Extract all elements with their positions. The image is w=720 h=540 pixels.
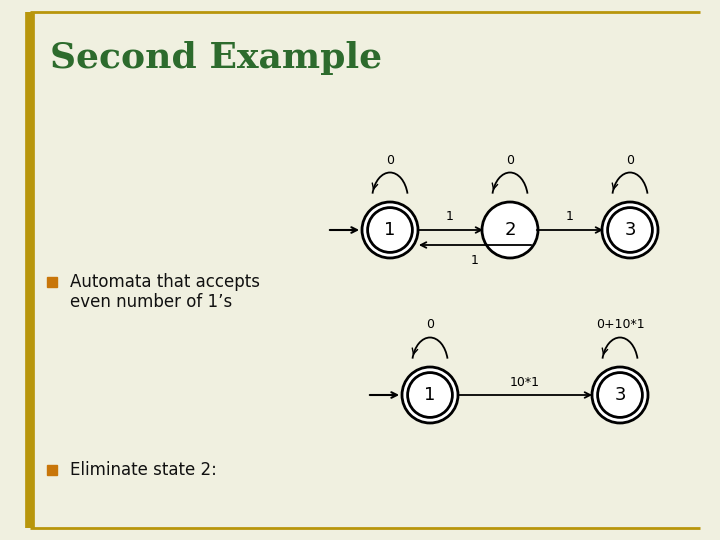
Text: 1: 1 xyxy=(471,253,479,267)
Text: 1: 1 xyxy=(446,211,454,224)
Text: 10*1: 10*1 xyxy=(510,375,540,388)
Text: 0: 0 xyxy=(506,153,514,166)
Text: 0: 0 xyxy=(626,153,634,166)
Text: 1: 1 xyxy=(384,221,396,239)
Text: 2: 2 xyxy=(504,221,516,239)
Circle shape xyxy=(602,202,658,258)
Text: Automata that accepts: Automata that accepts xyxy=(70,273,260,291)
Text: even number of 1’s: even number of 1’s xyxy=(70,293,233,311)
Circle shape xyxy=(482,202,538,258)
Text: 1: 1 xyxy=(424,386,436,404)
Text: 0: 0 xyxy=(426,319,434,332)
Text: 3: 3 xyxy=(614,386,626,404)
Text: 0+10*1: 0+10*1 xyxy=(595,319,644,332)
Text: Eliminate state 2:: Eliminate state 2: xyxy=(70,461,217,479)
Text: Second Example: Second Example xyxy=(50,41,382,75)
Text: 3: 3 xyxy=(624,221,636,239)
Text: 0: 0 xyxy=(386,153,394,166)
Circle shape xyxy=(402,367,458,423)
Circle shape xyxy=(362,202,418,258)
Circle shape xyxy=(592,367,648,423)
Text: 1: 1 xyxy=(566,211,574,224)
